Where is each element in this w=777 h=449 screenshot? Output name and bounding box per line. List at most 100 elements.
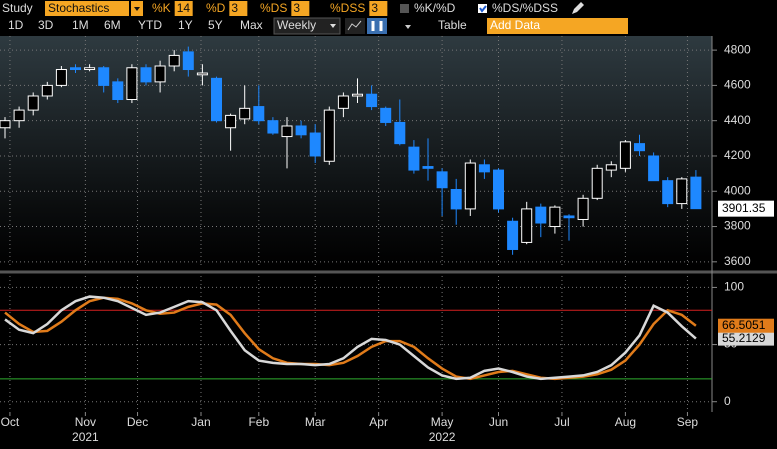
candle-body (493, 169, 504, 210)
candle-body (239, 107, 251, 120)
candle-body (253, 106, 265, 122)
param-label: %K (152, 1, 171, 15)
candle-body (211, 77, 222, 122)
x-tick-label: Oct (1, 415, 20, 429)
x-tick-label: Nov (75, 415, 96, 429)
add-data[interactable]: Add Data (490, 18, 540, 32)
candle-body (70, 67, 81, 71)
x-tick-label: Sep (677, 415, 699, 429)
candle-body (676, 178, 688, 205)
line-icon (347, 20, 362, 31)
y-tick-label: 4000 (724, 183, 751, 197)
param-value[interactable]: 3 (231, 1, 238, 15)
period[interactable]: Weekly (277, 18, 316, 32)
candle-body (337, 95, 349, 109)
candle-body (436, 171, 448, 189)
y-tick-label: 0 (724, 394, 731, 408)
param-value[interactable]: 14 (177, 1, 191, 15)
param-field[interactable] (291, 1, 310, 16)
last-price-box (718, 200, 774, 217)
candle-body (196, 72, 208, 76)
param-label: %DSS (330, 1, 365, 15)
y-tick-label: 4400 (724, 113, 751, 127)
x-tick-label: May (431, 415, 454, 429)
toggle-label[interactable]: %DS/%DSS (492, 1, 558, 15)
range-button[interactable]: 3D (38, 18, 54, 32)
candle-body (563, 215, 575, 219)
candle-body (478, 164, 490, 173)
candle-body (380, 107, 392, 123)
dropdown-arrow (134, 7, 140, 11)
candle-body (662, 180, 674, 205)
range-button[interactable]: Max (240, 18, 263, 32)
y-tick-label: 3600 (724, 254, 751, 268)
toggle-label[interactable]: %K/%D (414, 1, 456, 15)
candle-body (648, 155, 660, 182)
range-button[interactable]: 6M (104, 18, 121, 32)
x-tick-label: Apr (369, 415, 388, 429)
param-value[interactable]: 3 (371, 1, 378, 15)
candle-body (690, 176, 702, 210)
candle-body (98, 67, 110, 86)
candle-body (126, 67, 138, 101)
candle-body (140, 67, 152, 83)
param-field[interactable] (229, 1, 248, 16)
candle-body (13, 109, 25, 122)
param-field[interactable] (174, 1, 193, 16)
candle-body (422, 166, 434, 169)
candle-body (605, 164, 617, 171)
candle-body (0, 120, 11, 129)
last-price: 3901.35 (722, 201, 766, 215)
candle-body (634, 143, 645, 152)
checkbox[interactable] (478, 4, 487, 13)
last-value-box (718, 318, 774, 333)
candle-body (619, 141, 631, 169)
study-value[interactable]: Stochastics (48, 1, 109, 15)
study-label: Study (2, 1, 33, 15)
period-select[interactable] (273, 17, 341, 35)
param-field[interactable] (369, 1, 388, 16)
range-button[interactable]: 1D (8, 18, 24, 32)
candle-body (323, 109, 335, 162)
candle-icon (371, 21, 383, 31)
x-tick-label: Jan (191, 415, 210, 429)
candle-body (352, 93, 363, 97)
range-button[interactable]: 1Y (178, 18, 193, 32)
range-button[interactable]: YTD (138, 18, 162, 32)
candle-body (295, 125, 307, 136)
checkmark (479, 5, 487, 13)
param-label: %DS (260, 1, 287, 15)
table-button[interactable]: Table (438, 18, 467, 32)
x-tick-label: Jun (489, 415, 508, 429)
candle-body (267, 120, 279, 134)
candle-body (225, 114, 237, 129)
param-value[interactable]: 3 (293, 1, 300, 15)
y-tick-label: 3800 (724, 219, 751, 233)
x-tick-label: Mar (305, 415, 326, 429)
x-tick-label: Feb (248, 415, 269, 429)
stoch-pane (0, 276, 712, 412)
price-pane (0, 36, 712, 268)
last-value-box (718, 331, 774, 346)
candle-body (549, 206, 561, 228)
candle-body (55, 69, 67, 86)
add-data-field[interactable] (487, 18, 628, 34)
dropdown-arrow[interactable] (405, 25, 411, 29)
candle-body (366, 93, 378, 108)
study-select[interactable] (45, 1, 129, 16)
last-value: 55.2129 (722, 331, 766, 345)
range-button[interactable]: 5Y (208, 18, 223, 32)
y-tick-label: 4200 (724, 148, 751, 162)
last-value: 66.5051 (722, 318, 766, 332)
range-button[interactable]: 1M (72, 18, 89, 32)
candle-body (577, 197, 589, 220)
candle-body (521, 208, 533, 243)
candle-button[interactable] (367, 18, 387, 34)
candle-body (464, 162, 476, 210)
candle-body (507, 220, 519, 250)
checkbox[interactable] (400, 4, 409, 13)
candle-body (182, 51, 194, 71)
candle-body (591, 167, 603, 199)
pencil-icon[interactable] (572, 2, 584, 14)
